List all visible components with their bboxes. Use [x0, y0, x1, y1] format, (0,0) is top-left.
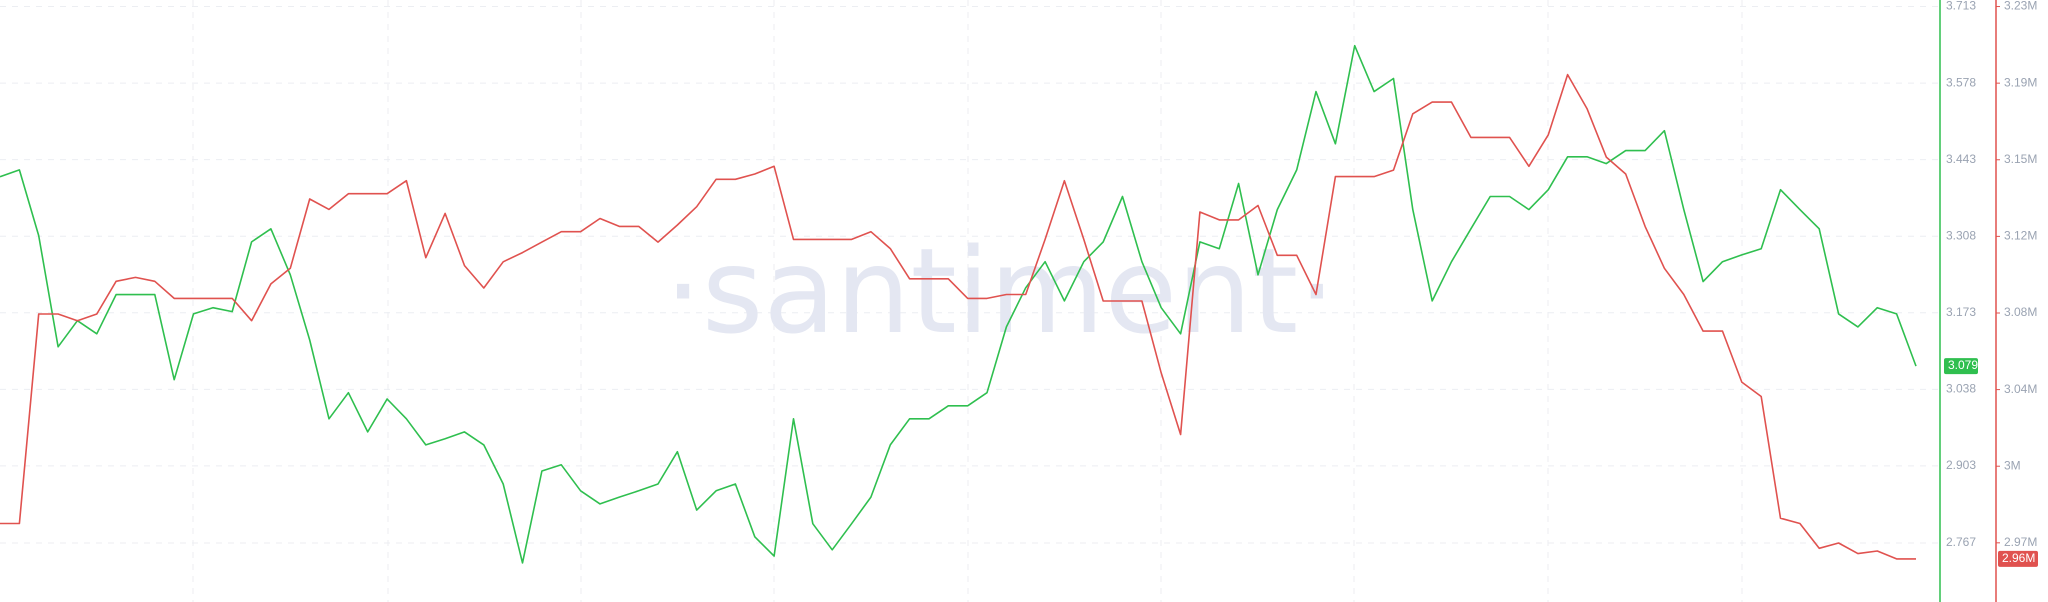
y2-tick-label: 3.08M	[2004, 305, 2037, 319]
y-tick-label: 3.038	[1946, 382, 1976, 396]
y-tick-label: 2.767	[1946, 535, 1976, 549]
current-badge	[1998, 550, 2038, 567]
current-badge	[1944, 358, 1978, 375]
current-label: 2.96M	[2002, 551, 2035, 565]
y2-tick-label: 3.15M	[2004, 152, 2037, 166]
y2-tick-label: 2.97M	[2004, 535, 2037, 549]
v-grid	[192, 0, 1743, 602]
watermark: ·santiment·	[664, 222, 1335, 360]
y-tick-label: 3.713	[1946, 0, 1976, 13]
y-tick-label: 3.308	[1946, 228, 1976, 242]
y2-tick-label: 3.19M	[2004, 75, 2037, 89]
y2-tick-label: 3.12M	[2004, 229, 2037, 243]
y-tick-label: 3.578	[1946, 75, 1976, 89]
y-tick-label: 3.173	[1946, 305, 1976, 319]
current-label: 3.079	[1948, 358, 1978, 372]
y2-tick-label: 3M	[2004, 458, 2021, 472]
y-tick-label: 2.903	[1946, 458, 1976, 472]
line-series	[0, 44, 1917, 564]
y-tick-label: 3.443	[1946, 152, 1976, 166]
line-series	[0, 73, 1916, 560]
y2-tick-label: 3.04M	[2004, 382, 2037, 396]
y2-tick-label: 3.23M	[2004, 0, 2037, 13]
